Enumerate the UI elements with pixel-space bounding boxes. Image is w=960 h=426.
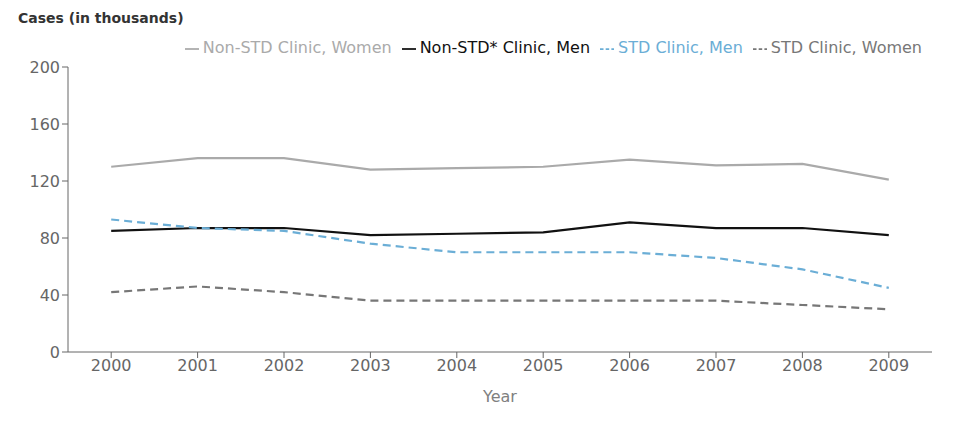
html-text:Cases (in thousands): Cases (in thousands): [18, 10, 184, 26]
svg-text:2004: 2004: [436, 356, 477, 375]
html-text:STD Clinic, Women: STD Clinic, Women: [770, 38, 922, 57]
svg-text:2006: 2006: [609, 356, 650, 375]
svg-text:80: 80: [40, 229, 60, 248]
html-text:Non-STD Clinic, Women: Non-STD Clinic, Women: [202, 38, 392, 57]
svg-text:2005: 2005: [523, 356, 564, 375]
svg-text:2009: 2009: [868, 356, 909, 375]
html-text:STD Clinic, Men: STD Clinic, Men: [618, 38, 743, 57]
svg-text:0: 0: [50, 343, 60, 362]
svg-text:2007: 2007: [696, 356, 737, 375]
svg-text:Year: Year: [482, 387, 517, 406]
svg-text:2001: 2001: [177, 356, 218, 375]
svg-text:160: 160: [29, 115, 60, 134]
svg-text:120: 120: [29, 172, 60, 191]
svg-text:2003: 2003: [350, 356, 391, 375]
html-text:Non-STD* Clinic, Men: Non-STD* Clinic, Men: [419, 38, 590, 57]
svg-text:2008: 2008: [782, 356, 823, 375]
svg-text:2002: 2002: [264, 356, 305, 375]
svg-text:200: 200: [29, 58, 60, 77]
svg-text:40: 40: [40, 286, 60, 305]
svg-text:2000: 2000: [91, 356, 132, 375]
